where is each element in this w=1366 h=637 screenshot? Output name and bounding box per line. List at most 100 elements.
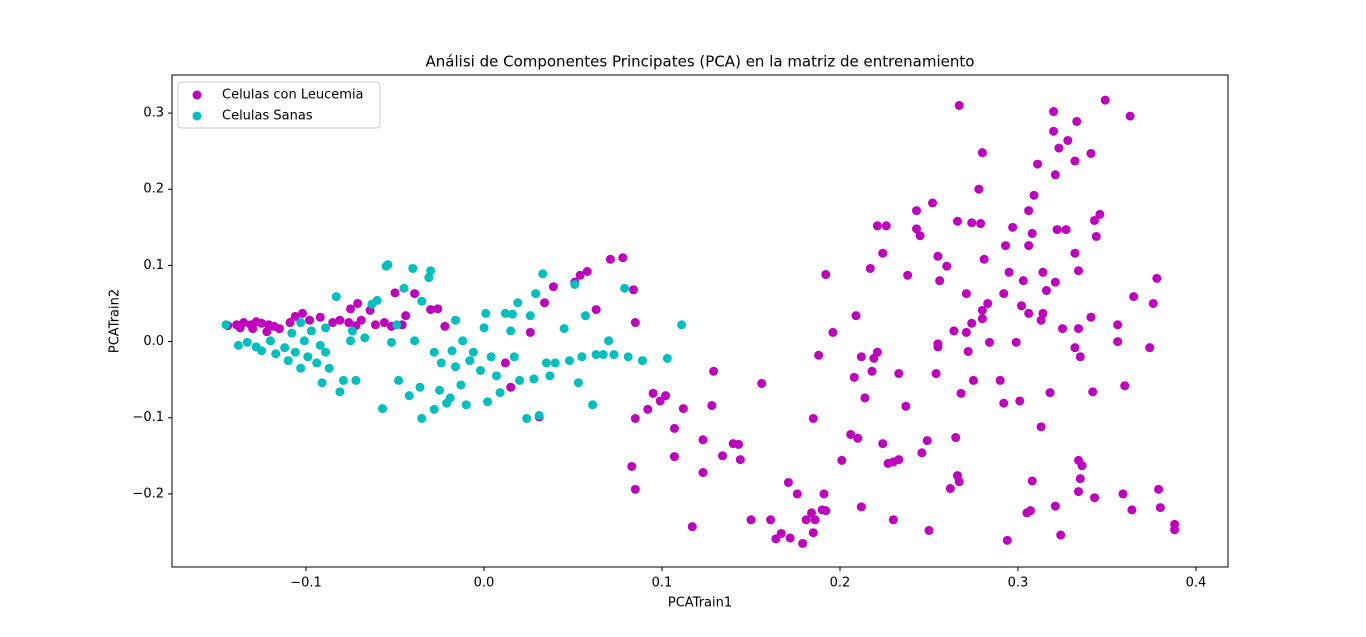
point — [945, 484, 955, 494]
point — [296, 363, 306, 373]
point — [1038, 267, 1048, 277]
point — [1113, 337, 1123, 347]
point — [1118, 489, 1128, 499]
point — [262, 327, 272, 337]
point — [801, 515, 811, 525]
point — [903, 270, 913, 280]
point — [1024, 241, 1034, 251]
point — [766, 515, 776, 525]
point — [506, 326, 516, 336]
point — [961, 327, 971, 337]
legend-frame — [177, 81, 381, 129]
point — [338, 375, 348, 385]
point — [1075, 352, 1085, 362]
point — [317, 378, 327, 388]
point — [1056, 530, 1066, 540]
point — [1073, 266, 1083, 276]
point — [290, 311, 300, 321]
point — [1070, 156, 1080, 166]
point — [707, 401, 717, 411]
point — [370, 320, 380, 330]
point — [954, 477, 964, 487]
chart-title: Análisi de Componentes Principates (PCA)… — [426, 53, 975, 71]
point — [983, 298, 993, 308]
point — [324, 363, 334, 373]
point — [807, 508, 817, 518]
point — [1061, 225, 1071, 235]
point — [865, 263, 875, 273]
point — [792, 489, 802, 499]
point — [951, 433, 961, 443]
point — [851, 311, 861, 321]
point — [331, 292, 341, 302]
point — [1008, 222, 1018, 232]
point — [669, 452, 679, 462]
x-tick-label: −0.1 — [290, 576, 322, 591]
point — [1004, 267, 1014, 277]
point — [271, 349, 281, 359]
point — [1113, 320, 1123, 330]
point — [1036, 422, 1046, 432]
point — [956, 388, 966, 398]
point — [591, 305, 601, 315]
point — [538, 269, 548, 279]
point — [977, 305, 987, 315]
point — [735, 455, 745, 465]
point — [299, 336, 309, 346]
point — [379, 318, 389, 328]
point — [575, 270, 585, 280]
point — [404, 391, 414, 401]
point — [1075, 474, 1085, 484]
point — [550, 358, 560, 368]
point — [894, 369, 904, 379]
point — [1086, 312, 1096, 322]
point — [967, 318, 977, 328]
point — [954, 100, 964, 110]
point — [1027, 476, 1037, 486]
point — [1041, 286, 1051, 296]
point — [821, 506, 831, 516]
point — [828, 327, 838, 337]
point — [977, 314, 987, 324]
point — [570, 279, 580, 289]
point — [580, 311, 590, 321]
point — [598, 350, 608, 360]
point — [1095, 209, 1105, 219]
point — [999, 398, 1009, 408]
point — [1036, 315, 1046, 325]
plot-frame — [171, 74, 1229, 568]
point — [410, 289, 420, 299]
point — [1033, 159, 1043, 169]
point — [328, 318, 338, 328]
point — [297, 308, 307, 318]
point — [315, 312, 325, 322]
point — [1086, 148, 1096, 158]
point — [1073, 324, 1083, 334]
point — [540, 298, 550, 308]
point — [810, 515, 820, 525]
point — [935, 276, 945, 286]
point — [931, 369, 941, 379]
point — [429, 347, 439, 357]
point — [1049, 126, 1059, 136]
point — [401, 311, 411, 321]
point — [394, 375, 404, 385]
point — [979, 254, 989, 264]
point — [1049, 107, 1059, 117]
x-tick-label: 0.1 — [652, 576, 673, 591]
point — [500, 308, 510, 318]
point — [878, 248, 888, 258]
point — [468, 347, 478, 357]
point — [637, 356, 647, 366]
point — [629, 285, 639, 295]
point — [604, 336, 614, 346]
point — [525, 327, 535, 337]
point — [509, 352, 519, 362]
y-tick-label: −0.1 — [132, 410, 164, 425]
point — [445, 393, 455, 403]
point — [643, 404, 653, 414]
x-tick-label: 0.0 — [474, 576, 495, 591]
point — [588, 400, 598, 410]
point — [995, 375, 1005, 385]
point — [495, 388, 505, 398]
